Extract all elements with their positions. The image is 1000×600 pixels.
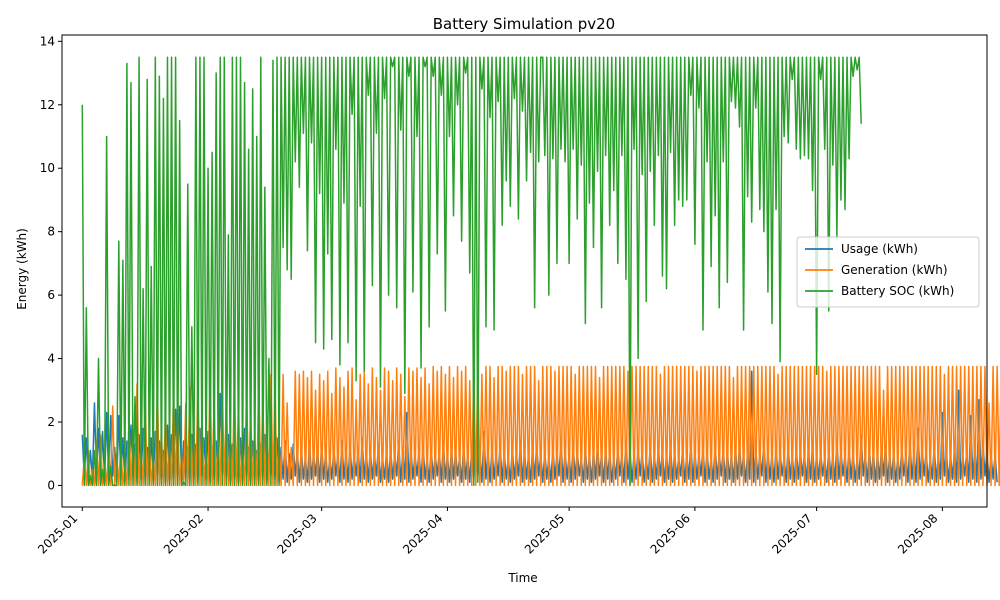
series-layer — [81, 56, 1000, 487]
x-tick-label: 2025-07 — [769, 511, 814, 556]
y-tick-label: 10 — [40, 161, 55, 175]
y-tick-label: 4 — [47, 352, 55, 366]
x-tick-label: 2025-08 — [895, 511, 940, 556]
chart-title: Battery Simulation pv20 — [433, 15, 615, 33]
legend-entry: Battery SOC (kWh) — [841, 284, 954, 298]
x-tick-label: 2025-01 — [35, 511, 80, 556]
series-line-3 — [81, 56, 862, 487]
x-tick-label: 2025-06 — [648, 511, 693, 556]
y-tick-label: 14 — [40, 34, 55, 48]
x-tick-label: 2025-04 — [400, 511, 445, 556]
y-tick-label: 0 — [47, 478, 55, 492]
plot-frame — [61, 34, 988, 508]
legend-entry: Usage (kWh) — [841, 242, 918, 256]
x-tick-label: 2025-05 — [522, 511, 567, 556]
y-tick-label: 12 — [40, 98, 55, 112]
y-axis-label: Energy (kWh) — [15, 228, 29, 310]
y-tick-label: 6 — [47, 288, 55, 302]
x-tick-label: 2025-03 — [274, 511, 319, 556]
y-tick-label: 8 — [47, 225, 55, 239]
legend-box — [796, 236, 980, 308]
legend-entry: Generation (kWh) — [841, 263, 948, 277]
y-tick-label: 2 — [47, 415, 55, 429]
series-line-2 — [81, 365, 1000, 487]
x-axis-label: Time — [507, 571, 537, 585]
x-tick-label: 2025-02 — [161, 511, 206, 556]
legend: Usage (kWh) Generation (kWh) Battery SOC (… — [796, 236, 980, 308]
